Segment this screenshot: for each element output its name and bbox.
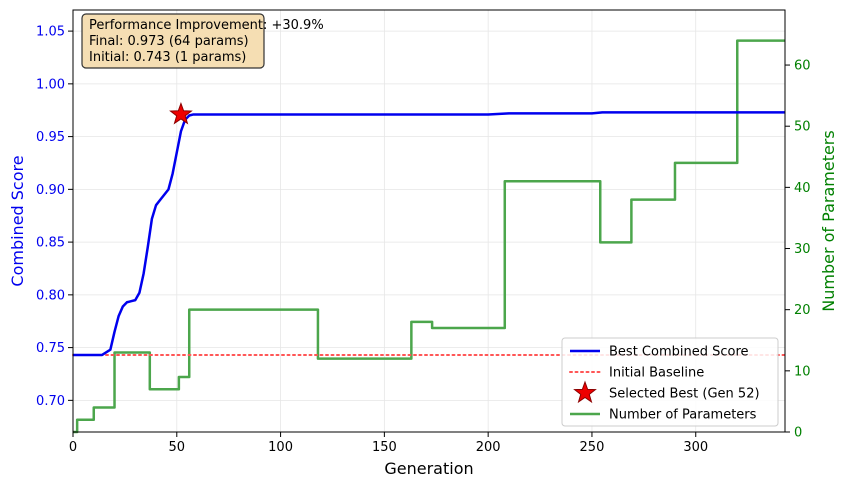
legend-label-baseline: Initial Baseline [609, 366, 704, 381]
left-y-tick-label: 1.00 [36, 77, 65, 92]
x-tick-label: 0 [69, 440, 77, 455]
right-y-tick-label: 20 [794, 303, 811, 318]
left-axis-title: Combined Score [8, 155, 27, 286]
x-tick-label: 300 [683, 440, 708, 455]
left-y-tick-label: 0.90 [36, 183, 65, 198]
right-y-tick-label: 60 [794, 59, 811, 74]
left-y-tick-label: 0.70 [36, 394, 65, 409]
x-tick-label: 50 [169, 440, 186, 455]
x-tick-label: 200 [476, 440, 501, 455]
legend-background [561, 337, 779, 427]
annotation-line-improvement: Performance Improvement: +30.9% [89, 18, 324, 33]
x-tick-label: 100 [268, 440, 293, 455]
annotation-line-final: Final: 0.973 (64 params) [89, 34, 249, 49]
right-y-tick-label: 0 [794, 426, 802, 441]
left-y-tick-label: 0.85 [36, 236, 65, 251]
x-axis-title: Generation [384, 459, 473, 478]
right-y-tick-label: 40 [794, 181, 811, 196]
right-y-tick-label: 10 [794, 364, 811, 379]
left-y-tick-label: 0.80 [36, 288, 65, 303]
legend-swatches [569, 349, 601, 416]
right-y-tick-label: 50 [794, 120, 811, 135]
right-y-tick-label: 30 [794, 242, 811, 257]
x-tick-label: 250 [580, 440, 605, 455]
annotation-line-initial: Initial: 0.743 (1 params) [89, 50, 246, 65]
legend-label-selected-best: Selected Best (Gen 52) [609, 387, 760, 402]
legend-label-parameters: Number of Parameters [609, 408, 757, 423]
right-axis-title: Number of Parameters [819, 130, 838, 311]
left-y-tick-label: 0.75 [36, 341, 65, 356]
selected-best-star [169, 101, 193, 125]
x-tick-label: 150 [372, 440, 397, 455]
legend: Best Combined Score Initial Baseline Sel… [561, 337, 779, 427]
series-score-line [73, 111, 785, 357]
legend-swatch-selected-best [573, 380, 597, 404]
series-parameters-line [73, 39, 785, 434]
legend-label-score: Best Combined Score [609, 345, 749, 360]
left-y-tick-label: 1.05 [36, 25, 65, 40]
annotation-box: Performance Improvement: +30.9% Final: 0… [81, 13, 324, 69]
grid [72, 10, 785, 432]
annotation-background [81, 13, 265, 69]
axes: 0 50 100 150 200 250 3000.700.750.800.850.900.… [36, 25, 811, 455]
plot-frame [72, 9, 786, 433]
left-y-tick-label: 0.95 [36, 130, 65, 145]
